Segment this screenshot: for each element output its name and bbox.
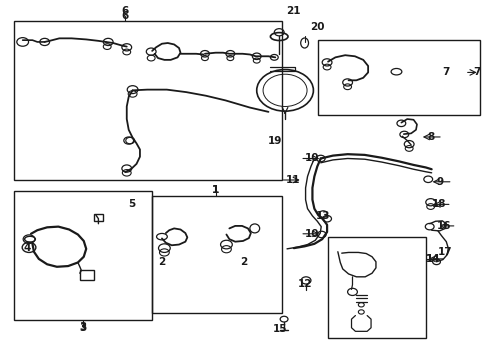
Text: 16: 16 bbox=[437, 221, 452, 231]
Text: 1: 1 bbox=[212, 185, 220, 195]
Text: 21: 21 bbox=[287, 6, 301, 16]
Bar bbox=[14, 191, 152, 320]
Text: 14: 14 bbox=[426, 254, 441, 264]
Text: 2: 2 bbox=[241, 257, 247, 267]
Text: 3: 3 bbox=[79, 323, 86, 333]
Text: 12: 12 bbox=[297, 279, 312, 289]
Text: 7: 7 bbox=[442, 67, 450, 77]
Text: 14: 14 bbox=[426, 254, 441, 264]
Text: 4: 4 bbox=[24, 243, 31, 253]
Text: 18: 18 bbox=[432, 199, 447, 210]
Bar bbox=[80, 270, 94, 280]
Text: 17: 17 bbox=[438, 247, 453, 257]
Bar bbox=[152, 196, 282, 313]
Text: 9: 9 bbox=[437, 177, 444, 187]
Text: 20: 20 bbox=[310, 22, 324, 32]
Text: 15: 15 bbox=[273, 324, 288, 334]
Bar bbox=[328, 237, 426, 338]
Text: 5: 5 bbox=[128, 199, 135, 210]
Bar bbox=[318, 40, 480, 116]
Text: 1: 1 bbox=[212, 185, 220, 195]
Text: 10: 10 bbox=[305, 153, 319, 163]
Bar bbox=[94, 214, 103, 221]
Bar bbox=[14, 22, 282, 180]
Text: 7: 7 bbox=[473, 67, 481, 77]
Text: 13: 13 bbox=[316, 211, 330, 221]
Text: 19: 19 bbox=[268, 136, 282, 145]
Text: 10: 10 bbox=[305, 229, 319, 239]
Text: 8: 8 bbox=[427, 132, 434, 142]
Text: 11: 11 bbox=[286, 175, 300, 185]
Text: 6: 6 bbox=[122, 6, 129, 17]
Text: 2: 2 bbox=[158, 257, 166, 267]
Text: 3: 3 bbox=[79, 322, 86, 332]
Text: 6: 6 bbox=[122, 11, 129, 21]
